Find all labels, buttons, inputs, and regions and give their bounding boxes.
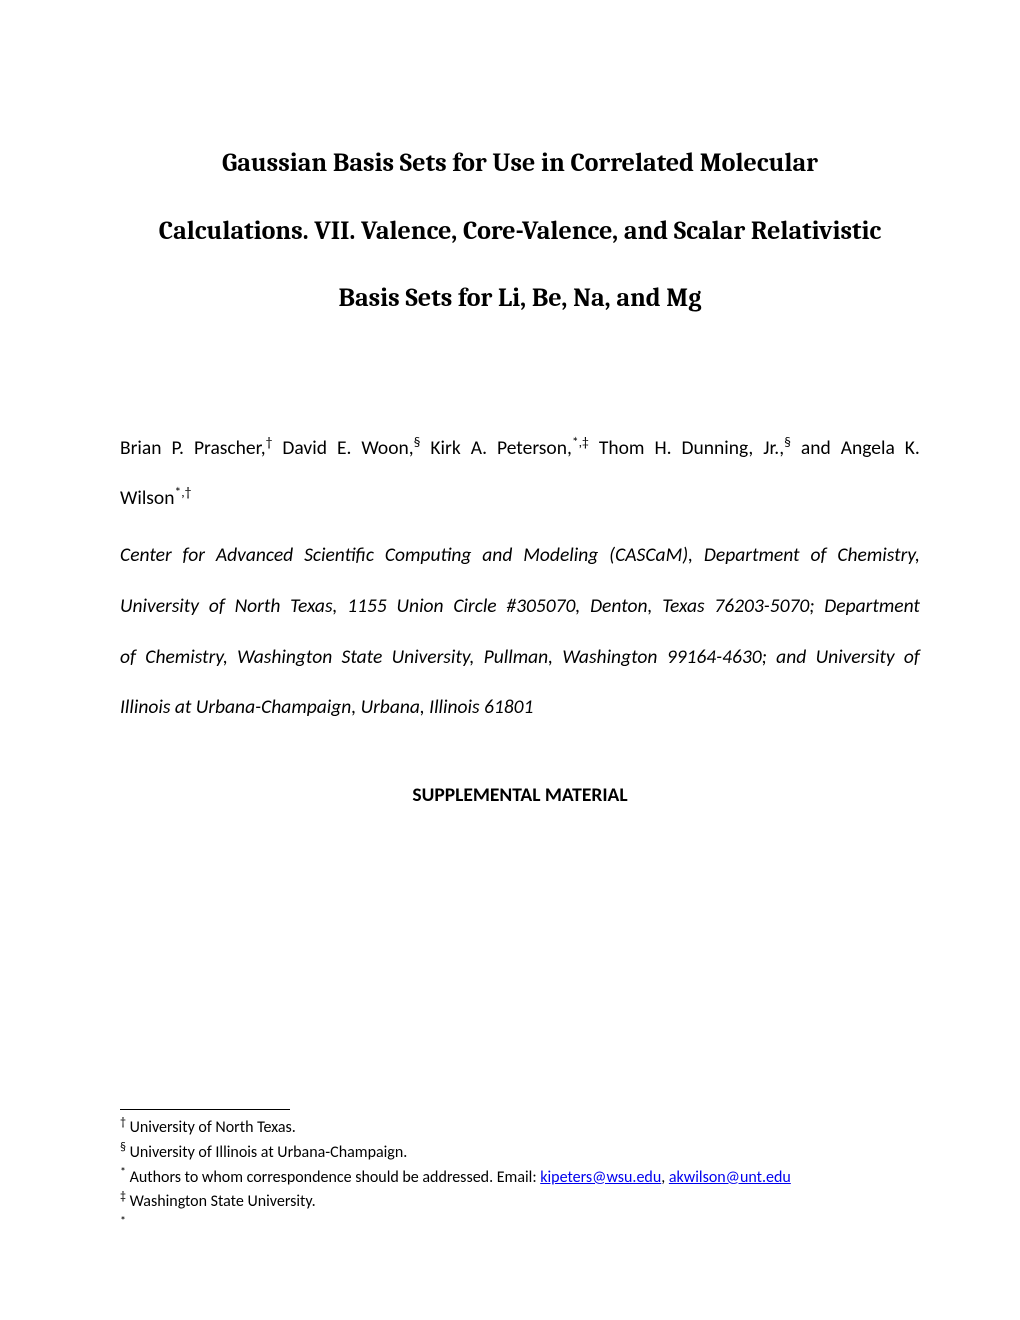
author-word: A.: [471, 436, 487, 460]
footnote-item: § University of Illinois at Urbana-Champ…: [120, 1141, 920, 1166]
text-word: and: [482, 530, 512, 581]
author-word: Woon,: [361, 436, 413, 460]
footnote-symbol: *: [120, 1215, 126, 1229]
text-word: Department: [704, 530, 800, 581]
text-word: Center: [120, 530, 172, 581]
text-word: Washington: [237, 632, 332, 683]
author-word: H.: [654, 436, 671, 460]
author-word: Thom: [599, 436, 645, 460]
author-word: Brian: [120, 436, 161, 460]
text-word: Modeling: [523, 530, 598, 581]
footnote-text: Authors to whom correspondence should be…: [126, 1168, 540, 1187]
footnote-item: *: [120, 1215, 920, 1240]
authors-line-2: Wilson*,†: [120, 473, 920, 524]
text-word: of: [209, 581, 225, 632]
author-word: Angela: [841, 436, 895, 460]
author-word: Wilson: [120, 486, 174, 510]
title-line-2: Calculations. VII. Valence, Core-Valence…: [120, 198, 920, 266]
text-word: University: [816, 632, 895, 683]
paper-title: Gaussian Basis Sets for Use in Correlate…: [120, 130, 920, 333]
author-word: Kirk: [430, 436, 460, 460]
text-word: Texas: [662, 581, 704, 632]
authors-line-1: Brian P. Prascher,† David E. Woon,§ Kirk…: [120, 423, 920, 474]
email-link[interactable]: kipeters@wsu.edu: [540, 1168, 661, 1187]
affiliation-symbol: *,‡: [572, 433, 589, 450]
email-link[interactable]: akwilson@unt.edu: [669, 1168, 791, 1187]
title-line-3: Basis Sets for Li, Be, Na, and Mg: [120, 265, 920, 333]
affiliation-symbol: §: [784, 433, 791, 450]
text-word: North: [235, 581, 281, 632]
author-word: Dunning,: [682, 436, 754, 460]
affil-line-2: UniversityofNorthTexas,1155UnionCircle#3…: [120, 581, 920, 632]
author-word: K.: [905, 436, 920, 460]
footnote-separator: ,: [661, 1168, 669, 1187]
text-word: Department: [824, 581, 920, 632]
text-word: Washington: [562, 632, 657, 683]
author-word: P.: [171, 436, 184, 460]
footnote-item: ‡ Washington State University.: [120, 1190, 920, 1215]
text-word: Chemistry,: [837, 530, 920, 581]
text-word: of: [120, 632, 136, 683]
footnote-text: University of North Texas.: [126, 1118, 296, 1137]
author-word: David: [282, 436, 327, 460]
text-word: (CASCaM),: [609, 530, 693, 581]
text-word: and: [776, 632, 806, 683]
footnote-rule: [120, 1109, 290, 1110]
text-word: of: [810, 530, 826, 581]
author-word: E.: [337, 436, 351, 460]
text-word: for: [183, 530, 205, 581]
text-word: Union: [397, 581, 444, 632]
affil-line-1: Center for AdvancedScientificComputing and M…: [120, 530, 920, 581]
affil-line-3: ofChemistry,WashingtonStateUniversity,Pu…: [120, 632, 920, 683]
author-word: Peterson,: [497, 436, 572, 460]
authors-block: Brian P. Prascher,† David E. Woon,§ Kirk…: [120, 423, 920, 524]
text-word: Texas,: [290, 581, 337, 632]
title-line-1: Gaussian Basis Sets for Use in Correlate…: [120, 130, 920, 198]
footnote-item: † University of North Texas.: [120, 1116, 920, 1141]
text-word: Chemistry,: [145, 632, 228, 683]
text-word: Advanced: [216, 530, 293, 581]
author-word: Jr.,: [763, 436, 784, 460]
text-word: 76203-5070;: [714, 581, 814, 632]
footnote-text: University of Illinois at Urbana-Champai…: [126, 1143, 407, 1162]
affiliation-symbol: §: [414, 433, 421, 450]
text-word: Circle: [453, 581, 496, 632]
text-word: 1155: [347, 581, 387, 632]
text-word: Scientific: [304, 530, 374, 581]
text-word: Pullman,: [484, 632, 553, 683]
text-word: 99164-4630;: [667, 632, 767, 683]
text-word: Denton,: [590, 581, 652, 632]
text-word: University,: [392, 632, 475, 683]
text-word: University: [120, 581, 199, 632]
text-word: of: [904, 632, 920, 683]
supplemental-heading: SUPPLEMENTAL MATERIAL: [120, 783, 920, 807]
author-word: Prascher,: [194, 436, 266, 460]
footnotes-block: † University of North Texas. § Universit…: [120, 1109, 920, 1240]
text-word: State: [342, 632, 383, 683]
footnote-text: Washington State University.: [126, 1192, 316, 1211]
footnote-item: * Authors to whom correspondence should …: [120, 1166, 920, 1191]
author-word: and: [801, 436, 831, 460]
affiliation-symbol: †: [266, 433, 273, 450]
text-word: #305070,: [506, 581, 580, 632]
text-word: Computing: [385, 530, 472, 581]
affil-line-4: Illinois at Urbana-Champaign, Urbana, Il…: [120, 682, 920, 733]
affiliations-block: Center for AdvancedScientificComputing and M…: [120, 530, 920, 733]
affiliation-symbol: *,†: [174, 484, 191, 501]
